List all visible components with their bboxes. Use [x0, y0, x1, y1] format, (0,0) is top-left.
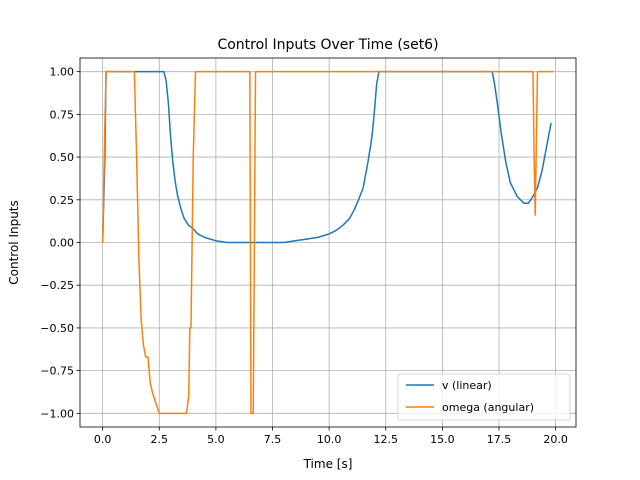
y-tick-label: −0.25 [40, 279, 74, 292]
y-tick-label: 0.75 [50, 108, 75, 121]
y-tick-label: −1.00 [40, 407, 74, 420]
x-tick-label: 2.5 [151, 433, 169, 446]
x-axis-label: Time [s] [303, 457, 353, 471]
series-line-v [101, 70, 552, 244]
y-axis-label: Control Inputs [7, 200, 21, 285]
x-tick-label: 0.0 [94, 433, 112, 446]
chart-title: Control Inputs Over Time (set6) [217, 37, 438, 53]
tick-layer: 0.0 2.5 5.0 7.5 10.0 12.5 15.0 17.5 20.0 −1.00 −0.… [40, 66, 568, 446]
x-tick-label: 7.5 [264, 433, 282, 446]
x-tick-label: 17.5 [487, 433, 512, 446]
x-tick-label: 10.0 [317, 433, 342, 446]
y-tick-label: −0.50 [40, 322, 74, 335]
y-tick-label: −0.75 [40, 365, 74, 378]
x-tick-label: 5.0 [207, 433, 225, 446]
y-tick-label: 0.50 [50, 151, 75, 164]
x-tick-label: 15.0 [430, 433, 455, 446]
legend-label-v: v (linear) [442, 379, 492, 392]
x-tick-label: 20.0 [543, 433, 568, 446]
series-line-omega [101, 70, 554, 415]
legend: v (linear) omega (angular) [397, 373, 571, 421]
y-tick-label: 0.00 [50, 237, 75, 250]
y-tick-label: 1.00 [50, 66, 75, 79]
legend-label-omega: omega (angular) [442, 401, 534, 414]
series-layer [101, 70, 554, 415]
y-tick-label: 0.25 [50, 194, 75, 207]
legend-frame [397, 373, 571, 421]
x-tick-label: 12.5 [374, 433, 399, 446]
